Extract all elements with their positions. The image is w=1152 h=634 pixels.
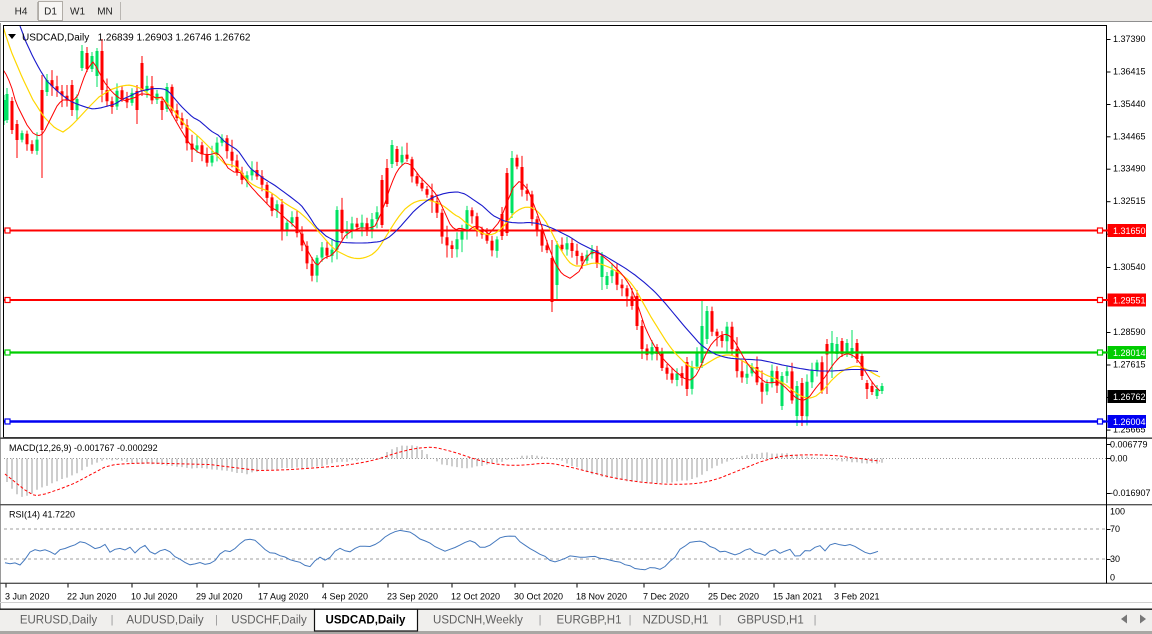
svg-text:|: | [814, 614, 817, 626]
svg-text:|: | [629, 614, 632, 626]
svg-text:USDCNH,Weekly: USDCNH,Weekly [433, 615, 523, 627]
svg-text:D1: D1 [44, 7, 57, 18]
svg-text:H4: H4 [15, 7, 28, 18]
svg-text:30 Oct 2020: 30 Oct 2020 [514, 592, 563, 602]
svg-text:AUDUSD,Daily: AUDUSD,Daily [126, 615, 204, 627]
svg-text:29 Jul 2020: 29 Jul 2020 [196, 592, 243, 602]
svg-text:USDCHF,Daily: USDCHF,Daily [231, 615, 307, 627]
svg-text:RSI(14) 41.7220: RSI(14) 41.7220 [9, 510, 75, 520]
svg-text:4 Sep 2020: 4 Sep 2020 [322, 592, 368, 602]
svg-text:70: 70 [1110, 524, 1120, 534]
svg-text:1.25665: 1.25665 [1113, 425, 1146, 435]
svg-text:1.37390: 1.37390 [1113, 34, 1146, 44]
svg-text:1.26762: 1.26762 [1113, 392, 1146, 402]
svg-text:22 Jun 2020: 22 Jun 2020 [67, 592, 117, 602]
svg-text:10 Jul 2020: 10 Jul 2020 [131, 592, 178, 602]
svg-text:EURUSD,Daily: EURUSD,Daily [20, 615, 98, 627]
svg-text:1.30540: 1.30540 [1113, 262, 1146, 272]
svg-text:3 Jun 2020: 3 Jun 2020 [5, 592, 50, 602]
svg-text:0.00: 0.00 [1110, 454, 1128, 464]
svg-text:0: 0 [1110, 573, 1115, 583]
svg-text:|: | [215, 614, 218, 626]
svg-text:18 Nov 2020: 18 Nov 2020 [576, 592, 627, 602]
svg-text:23 Sep 2020: 23 Sep 2020 [387, 592, 438, 602]
svg-text:12 Oct 2020: 12 Oct 2020 [451, 592, 500, 602]
svg-text:25 Dec 2020: 25 Dec 2020 [708, 592, 759, 602]
svg-text:USDCAD,Daily: USDCAD,Daily [326, 615, 406, 627]
svg-text:W1: W1 [70, 7, 85, 18]
svg-text:0.006779: 0.006779 [1110, 440, 1148, 450]
svg-text:1.36415: 1.36415 [1113, 67, 1146, 77]
svg-text:1.28014: 1.28014 [1113, 348, 1146, 358]
svg-text:NZDUSD,H1: NZDUSD,H1 [643, 615, 709, 627]
svg-text:|: | [539, 614, 542, 626]
svg-text:MACD(12,26,9) -0.001767 -0.000: MACD(12,26,9) -0.001767 -0.000292 [9, 443, 158, 453]
svg-text:1.29551: 1.29551 [1113, 296, 1146, 306]
svg-text:100: 100 [1110, 507, 1125, 517]
svg-text:1.28590: 1.28590 [1113, 327, 1146, 337]
svg-text:GBPUSD,H1: GBPUSD,H1 [737, 615, 803, 627]
svg-text:17 Aug 2020: 17 Aug 2020 [258, 592, 309, 602]
svg-text:USDCAD,Daily 1.26839 1.26903: USDCAD,Daily 1.26839 1.26903 1.26746 1.2… [22, 33, 251, 44]
svg-text:1.32515: 1.32515 [1113, 196, 1146, 206]
svg-text:MN: MN [97, 7, 113, 18]
svg-text:3 Feb 2021: 3 Feb 2021 [834, 592, 880, 602]
svg-text:|: | [719, 614, 722, 626]
svg-text:1.35440: 1.35440 [1113, 99, 1146, 109]
svg-text:7 Dec 2020: 7 Dec 2020 [643, 592, 689, 602]
svg-text:30: 30 [1110, 554, 1120, 564]
svg-text:1.27615: 1.27615 [1113, 360, 1146, 370]
svg-text:1.33490: 1.33490 [1113, 164, 1146, 174]
svg-text:EURGBP,H1: EURGBP,H1 [557, 615, 622, 627]
svg-text:-0.016907: -0.016907 [1110, 488, 1151, 498]
svg-text:1.34465: 1.34465 [1113, 131, 1146, 141]
svg-text:1.31650: 1.31650 [1113, 226, 1146, 236]
svg-text:15 Jan 2021: 15 Jan 2021 [773, 592, 823, 602]
svg-text:1.26004: 1.26004 [1113, 417, 1146, 427]
svg-text:|: | [111, 614, 114, 626]
